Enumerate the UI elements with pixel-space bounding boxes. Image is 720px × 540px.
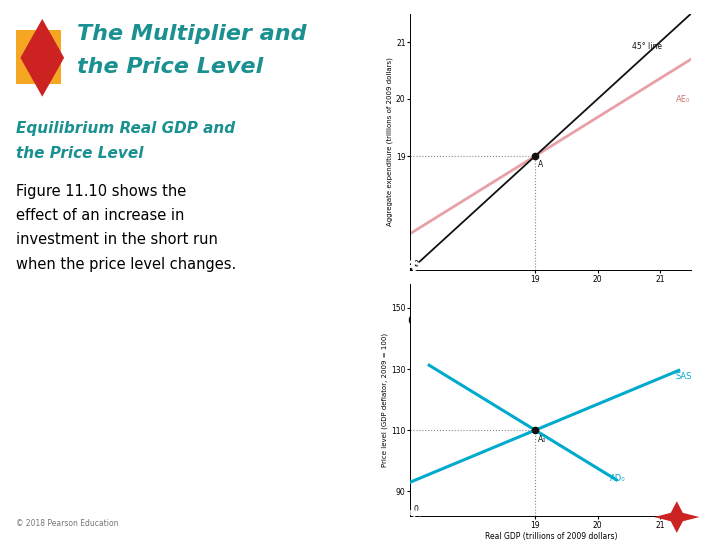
X-axis label: Real GDP (trillions of 2009 dollars): Real GDP (trillions of 2009 dollars) <box>485 287 617 295</box>
Text: A: A <box>539 160 544 169</box>
Text: © 2018 Pearson Education: © 2018 Pearson Education <box>16 519 118 528</box>
Text: AE₀: AE₀ <box>675 94 690 104</box>
Text: the Price Level: the Price Level <box>16 146 143 161</box>
Y-axis label: Aggregate expenditure (trillions of 2009 dollars): Aggregate expenditure (trillions of 2009… <box>387 57 393 226</box>
Text: A₀: A₀ <box>539 435 546 444</box>
Text: 0: 0 <box>413 505 418 514</box>
Text: 45° line: 45° line <box>632 42 662 51</box>
Text: (a) Aggregate expenditure: (a) Aggregate expenditure <box>408 316 544 325</box>
Text: AD₀: AD₀ <box>610 474 626 483</box>
Polygon shape <box>654 501 700 533</box>
Text: effect of an increase in: effect of an increase in <box>16 208 184 223</box>
Text: The Multiplier and: The Multiplier and <box>77 24 307 44</box>
Text: Figure 11.10 shows the: Figure 11.10 shows the <box>16 184 186 199</box>
Text: Equilibrium Real GDP and: Equilibrium Real GDP and <box>16 122 235 137</box>
Y-axis label: Price level (GDP deflator, 2009 = 100): Price level (GDP deflator, 2009 = 100) <box>382 333 388 467</box>
Polygon shape <box>20 19 64 97</box>
Polygon shape <box>16 30 61 84</box>
Text: the Price Level: the Price Level <box>77 57 264 77</box>
Text: 0: 0 <box>413 260 418 269</box>
X-axis label: Real GDP (trillions of 2009 dollars): Real GDP (trillions of 2009 dollars) <box>485 532 617 540</box>
Text: SAS: SAS <box>675 372 692 381</box>
Text: when the price level changes.: when the price level changes. <box>16 256 236 272</box>
Text: investment in the short run: investment in the short run <box>16 232 217 247</box>
